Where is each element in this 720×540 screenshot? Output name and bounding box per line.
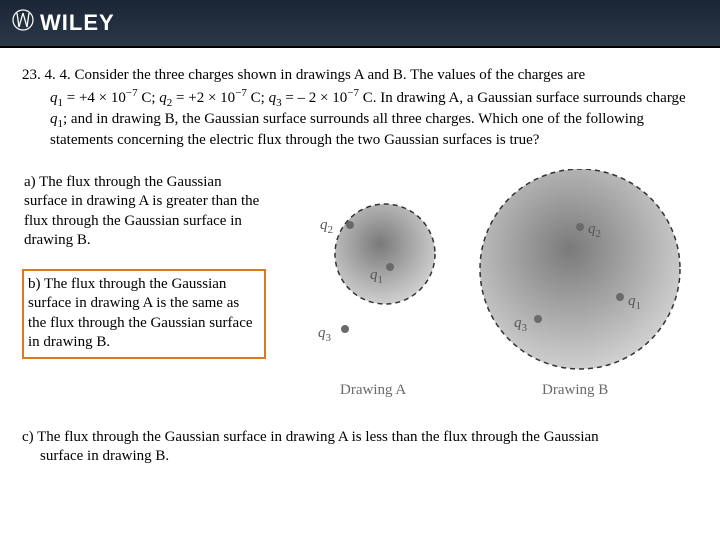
- option-c[interactable]: c) The flux through the Gaussian surface…: [0, 424, 720, 467]
- svg-text:Drawing A: Drawing A: [340, 382, 406, 398]
- question-values: q1 = +4 × 10−7 C; q2 = +2 × 10−7 C; q3 =…: [22, 86, 692, 151]
- brand-text: WILEY: [40, 10, 115, 36]
- physics-diagram: q1q2q3Drawing Aq1q2q3Drawing B: [270, 169, 690, 409]
- options-column: a) The flux through the Gaussian surface…: [22, 169, 266, 373]
- option-b[interactable]: b) The flux through the Gaussian surface…: [22, 269, 266, 359]
- options-diagram-row: a) The flux through the Gaussian surface…: [22, 169, 692, 414]
- svg-text:q2: q2: [320, 217, 333, 236]
- header-bar: WILEY: [0, 0, 720, 48]
- question-stem: 23. 4. 4. Consider the three charges sho…: [22, 66, 692, 151]
- option-a[interactable]: a) The flux through the Gaussian surface…: [22, 169, 266, 255]
- diagram-area: q1q2q3Drawing Aq1q2q3Drawing B: [266, 169, 692, 414]
- svg-text:q3: q3: [318, 325, 332, 344]
- question-line1: 23. 4. 4. Consider the three charges sho…: [22, 67, 585, 83]
- content-area: 23. 4. 4. Consider the three charges sho…: [0, 48, 720, 414]
- svg-text:Drawing B: Drawing B: [542, 382, 608, 398]
- wiley-logo: WILEY: [10, 7, 115, 39]
- wiley-logo-icon: [10, 7, 36, 39]
